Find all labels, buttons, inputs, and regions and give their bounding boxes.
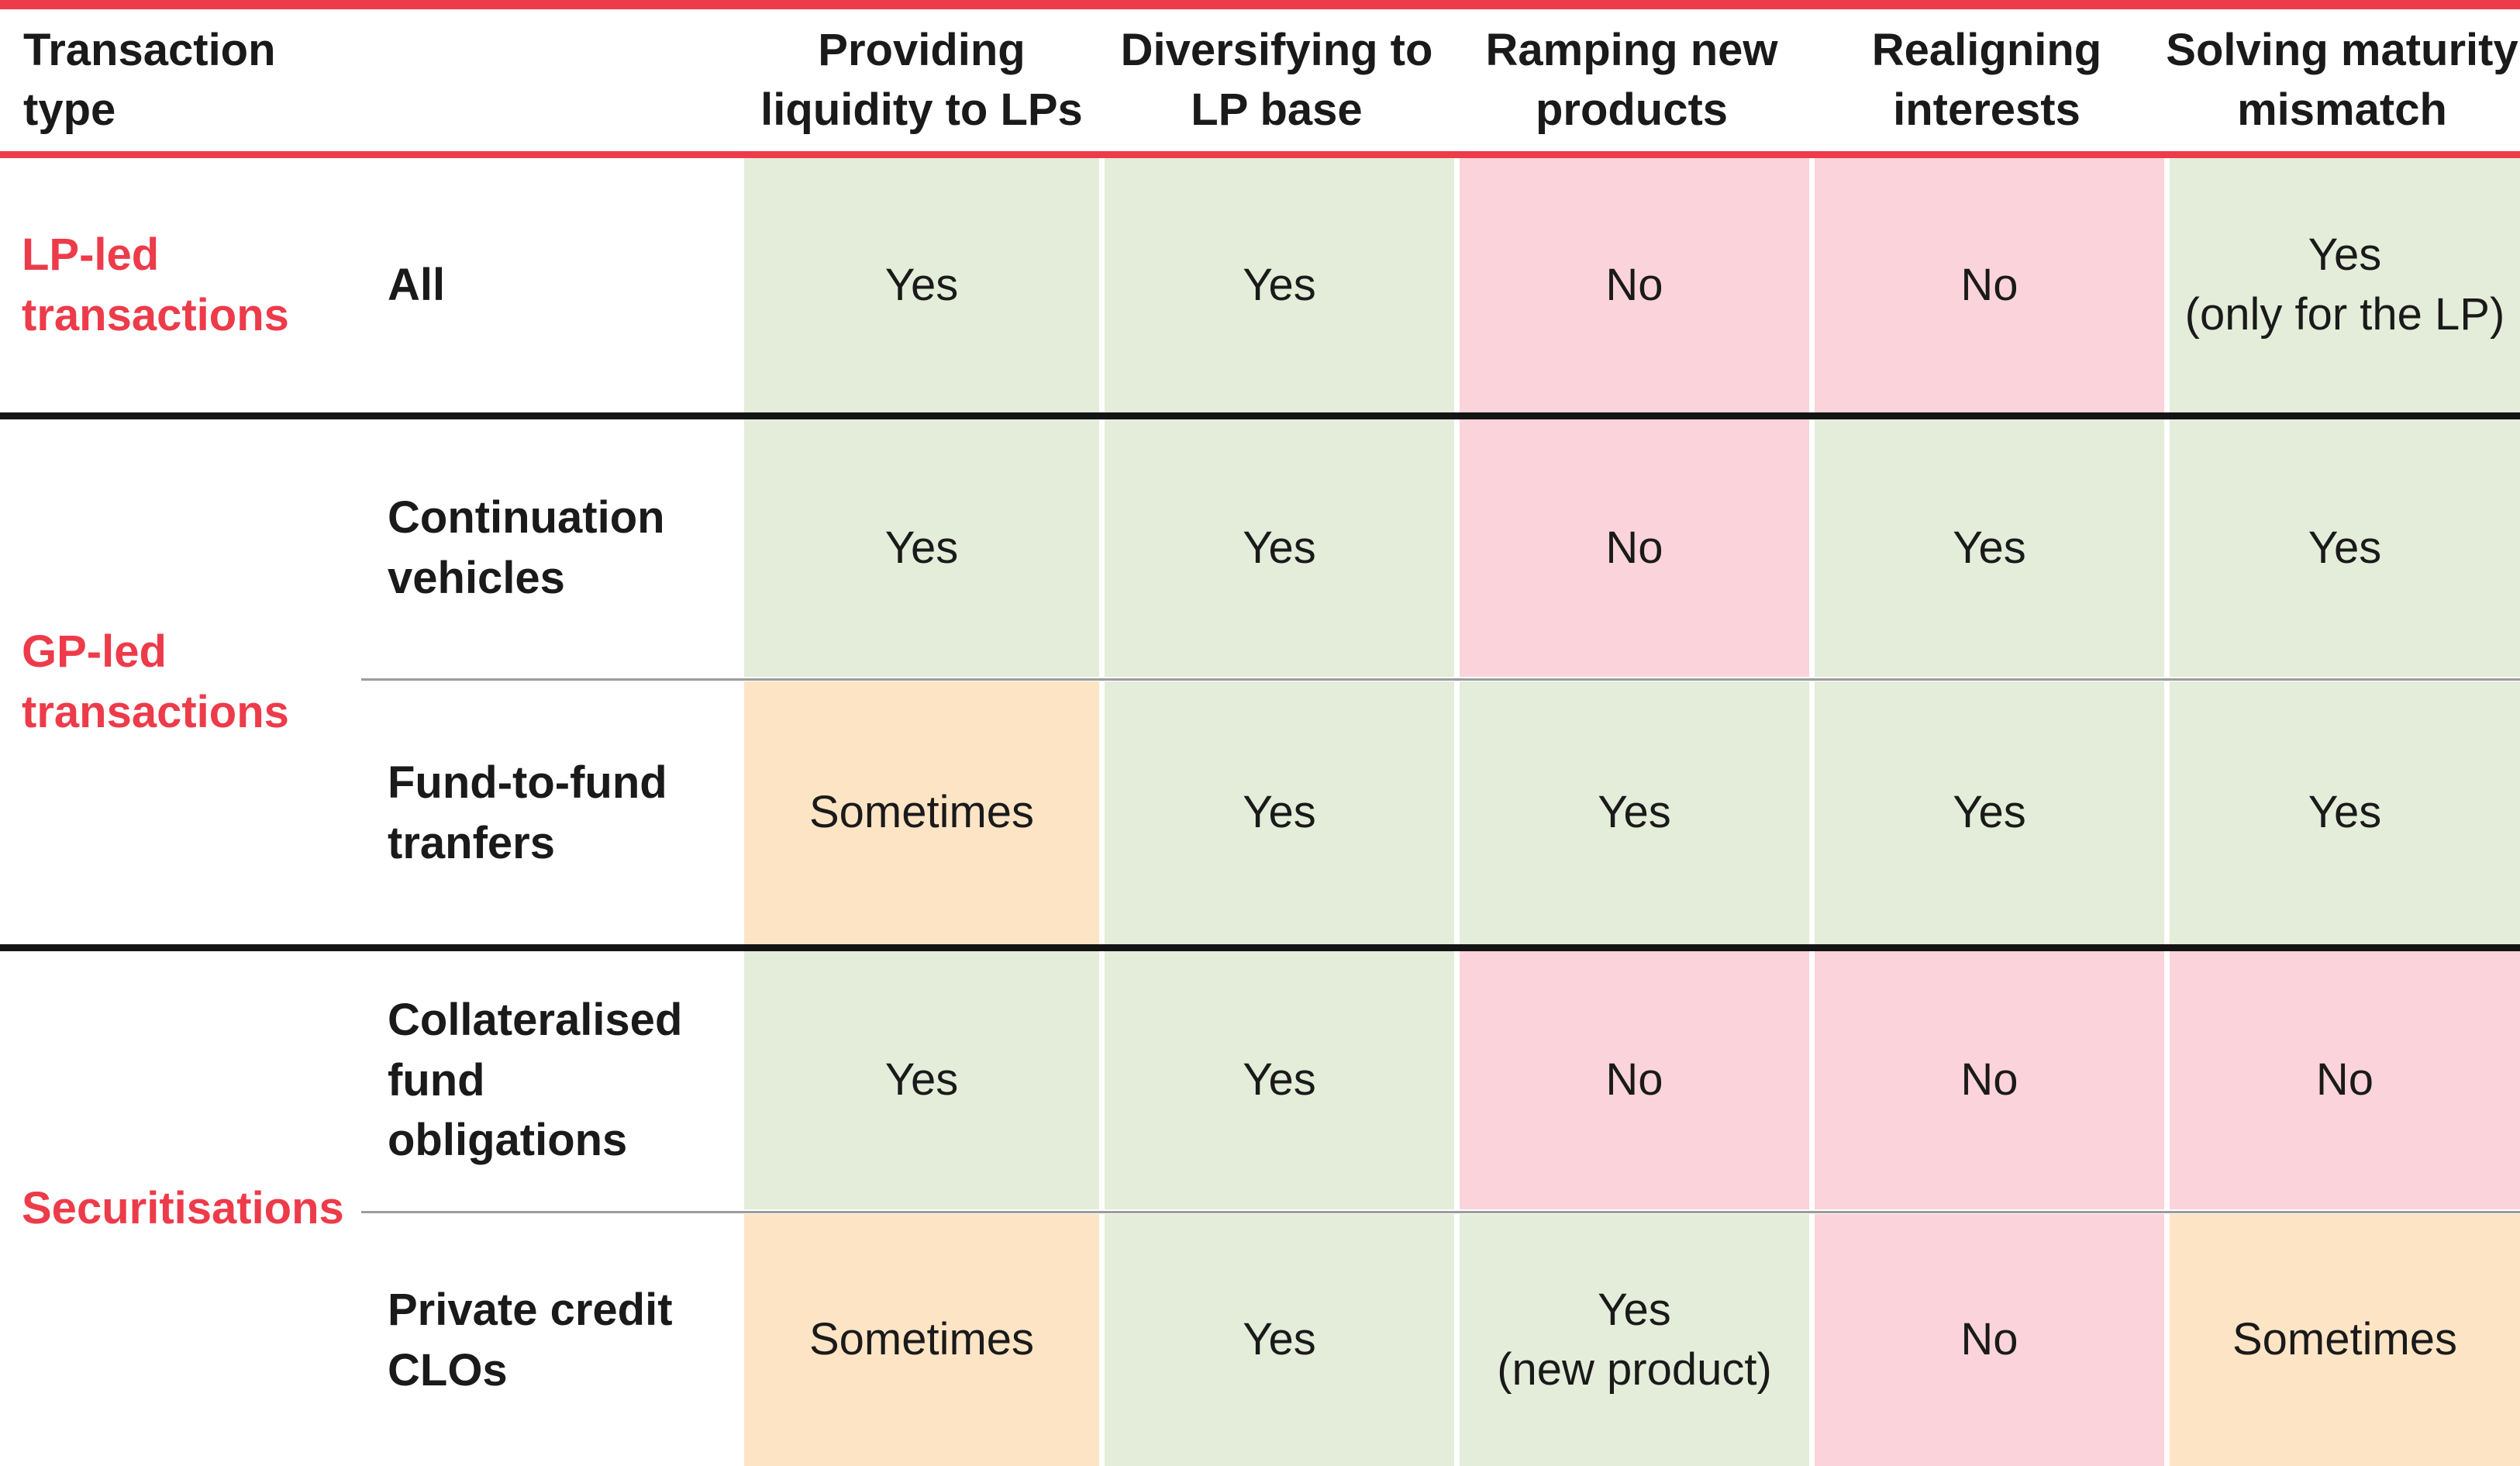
cell-clo-diversifying: Yes — [1099, 1214, 1454, 1466]
header-diversifying: Diversifying to LP base — [1120, 24, 1433, 135]
row-label-continuation-vehicles: Continuation vehicles — [361, 419, 744, 677]
cell-ftf-solving: Yes — [2164, 681, 2520, 944]
header-transaction-type: Transaction type — [23, 24, 276, 135]
cell-cv-diversifying: Yes — [1099, 419, 1454, 677]
cell-ftf-realigning: Yes — [1809, 681, 2164, 944]
group-label-securitisations: Securitisations — [0, 951, 361, 1466]
row-label-fund-to-fund: Fund-to-fund tranfers — [361, 681, 744, 944]
table-header-row: Transaction type Providing liquidity to … — [0, 9, 2520, 151]
row-label-private-credit-clos: Private credit CLOs — [361, 1214, 744, 1466]
header-ramping: Ramping new products — [1485, 24, 1778, 135]
cell-clo-ramping: Yes (new product) — [1454, 1214, 1809, 1466]
header-providing-liquidity: Providing liquidity to LPs — [760, 24, 1083, 135]
table-body: LP-led transactions All Yes Yes No No Ye… — [0, 158, 2520, 1466]
cell-cfo-solving: No — [2164, 951, 2520, 1209]
cell-cv-providing: Yes — [744, 419, 1099, 677]
header-realigning: Realigning interests — [1871, 24, 2102, 135]
cell-ftf-providing: Sometimes — [744, 681, 1099, 944]
cell-all-realigning: No — [1809, 158, 2164, 412]
cell-cfo-diversifying: Yes — [1099, 951, 1454, 1209]
row-separator — [361, 677, 2520, 681]
header-underline — [0, 151, 2520, 158]
cell-clo-providing: Sometimes — [744, 1214, 1099, 1466]
cell-all-providing: Yes — [744, 158, 1099, 412]
cell-ftf-ramping: Yes — [1454, 681, 1809, 944]
cell-all-diversifying: Yes — [1099, 158, 1454, 412]
group-separator — [0, 412, 2520, 419]
row-label-collateralised: Collateralised fund obligations — [361, 951, 744, 1209]
group-label-lp-led: LP-led transactions — [0, 158, 361, 412]
cell-cv-realigning: Yes — [1809, 419, 2164, 677]
row-separator-rule — [361, 678, 2520, 681]
cell-clo-realigning: No — [1809, 1214, 2164, 1466]
cell-all-solving: Yes (only for the LP) — [2164, 158, 2520, 412]
group-separator — [0, 944, 2520, 951]
group-label-gp-led: GP-led transactions — [0, 419, 361, 944]
row-label-all: All — [361, 158, 744, 412]
row-separator-rule — [361, 1211, 2520, 1213]
cell-cfo-providing: Yes — [744, 951, 1099, 1209]
cell-cfo-realigning: No — [1809, 951, 2164, 1209]
cell-cv-ramping: No — [1454, 419, 1809, 677]
row-separator — [361, 1209, 2520, 1214]
top-red-bar — [0, 0, 2520, 9]
cell-ftf-diversifying: Yes — [1099, 681, 1454, 944]
cell-cfo-ramping: No — [1454, 951, 1809, 1209]
header-solving-maturity: Solving maturity mismatch — [2166, 24, 2518, 135]
cell-all-ramping: No — [1454, 158, 1809, 412]
cell-clo-solving: Sometimes — [2164, 1214, 2520, 1466]
cell-cv-solving: Yes — [2164, 419, 2520, 677]
